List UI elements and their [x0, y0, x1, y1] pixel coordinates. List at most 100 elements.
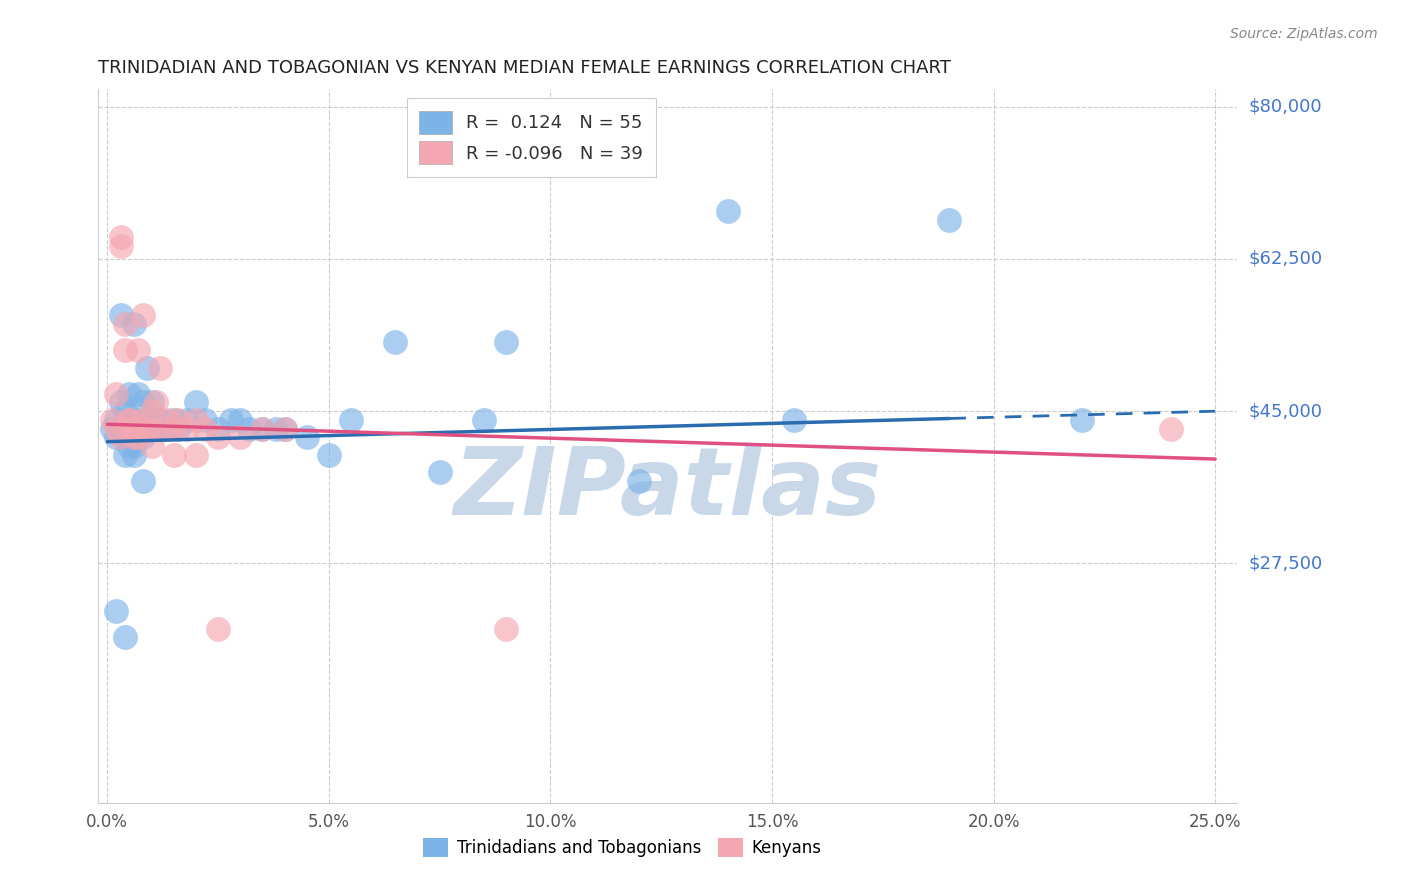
Point	[105, 430, 128, 444]
Point	[273, 421, 295, 435]
Point	[105, 413, 128, 427]
Point	[429, 465, 451, 479]
Point	[118, 386, 141, 401]
Point	[167, 413, 190, 427]
Point	[184, 413, 207, 427]
Point	[184, 448, 207, 462]
Point	[221, 413, 243, 427]
Point	[1160, 421, 1182, 435]
Point	[167, 421, 190, 435]
Point	[105, 604, 128, 618]
Text: ZIPatlas: ZIPatlas	[454, 442, 882, 535]
Point	[340, 413, 363, 427]
Point	[122, 439, 145, 453]
Point	[495, 334, 517, 349]
Point	[127, 386, 149, 401]
Point	[163, 413, 186, 427]
Point	[229, 430, 252, 444]
Point	[122, 448, 145, 462]
Point	[194, 413, 217, 427]
Text: $45,000: $45,000	[1249, 402, 1323, 420]
Point	[132, 413, 155, 427]
Point	[495, 622, 517, 636]
Point	[136, 360, 159, 375]
Point	[938, 212, 960, 227]
Point	[628, 474, 651, 488]
Point	[110, 309, 132, 323]
Point	[118, 413, 141, 427]
Point	[141, 439, 163, 453]
Point	[132, 309, 155, 323]
Point	[114, 631, 136, 645]
Point	[100, 413, 122, 427]
Point	[105, 421, 128, 435]
Point	[127, 421, 149, 435]
Point	[472, 413, 495, 427]
Point	[153, 421, 176, 435]
Point	[132, 395, 155, 409]
Point	[127, 413, 149, 427]
Point	[141, 421, 163, 435]
Point	[114, 404, 136, 418]
Point	[114, 317, 136, 331]
Point	[132, 474, 155, 488]
Point	[384, 334, 406, 349]
Point	[295, 430, 318, 444]
Point	[122, 317, 145, 331]
Point	[118, 413, 141, 427]
Point	[176, 421, 198, 435]
Point	[264, 421, 287, 435]
Point	[141, 404, 163, 418]
Point	[157, 421, 180, 435]
Point	[783, 413, 806, 427]
Point	[132, 430, 155, 444]
Text: Source: ZipAtlas.com: Source: ZipAtlas.com	[1230, 27, 1378, 41]
Point	[149, 360, 172, 375]
Point	[114, 430, 136, 444]
Point	[100, 421, 122, 435]
Point	[110, 239, 132, 253]
Point	[110, 421, 132, 435]
Point	[194, 421, 217, 435]
Point	[114, 448, 136, 462]
Point	[136, 421, 159, 435]
Point	[127, 430, 149, 444]
Point	[1071, 413, 1094, 427]
Point	[136, 413, 159, 427]
Text: $62,500: $62,500	[1249, 250, 1323, 268]
Point	[176, 413, 198, 427]
Point	[122, 430, 145, 444]
Point	[110, 395, 132, 409]
Point	[252, 421, 274, 435]
Point	[207, 421, 229, 435]
Point	[110, 430, 132, 444]
Point	[145, 395, 167, 409]
Point	[127, 343, 149, 358]
Point	[149, 413, 172, 427]
Point	[105, 386, 128, 401]
Point	[229, 413, 252, 427]
Point	[122, 421, 145, 435]
Point	[141, 421, 163, 435]
Point	[118, 439, 141, 453]
Point	[207, 430, 229, 444]
Legend: Trinidadians and Tobagonians, Kenyans: Trinidadians and Tobagonians, Kenyans	[415, 830, 830, 866]
Text: $80,000: $80,000	[1249, 97, 1322, 116]
Point	[141, 395, 163, 409]
Point	[163, 448, 186, 462]
Point	[207, 622, 229, 636]
Point	[163, 421, 186, 435]
Point	[252, 421, 274, 435]
Point	[145, 413, 167, 427]
Point	[238, 421, 260, 435]
Point	[717, 204, 740, 219]
Point	[118, 413, 141, 427]
Point	[157, 413, 180, 427]
Point	[318, 448, 340, 462]
Point	[153, 421, 176, 435]
Text: $27,500: $27,500	[1249, 555, 1323, 573]
Point	[273, 421, 295, 435]
Text: TRINIDADIAN AND TOBAGONIAN VS KENYAN MEDIAN FEMALE EARNINGS CORRELATION CHART: TRINIDADIAN AND TOBAGONIAN VS KENYAN MED…	[98, 59, 952, 77]
Point	[114, 343, 136, 358]
Point	[184, 395, 207, 409]
